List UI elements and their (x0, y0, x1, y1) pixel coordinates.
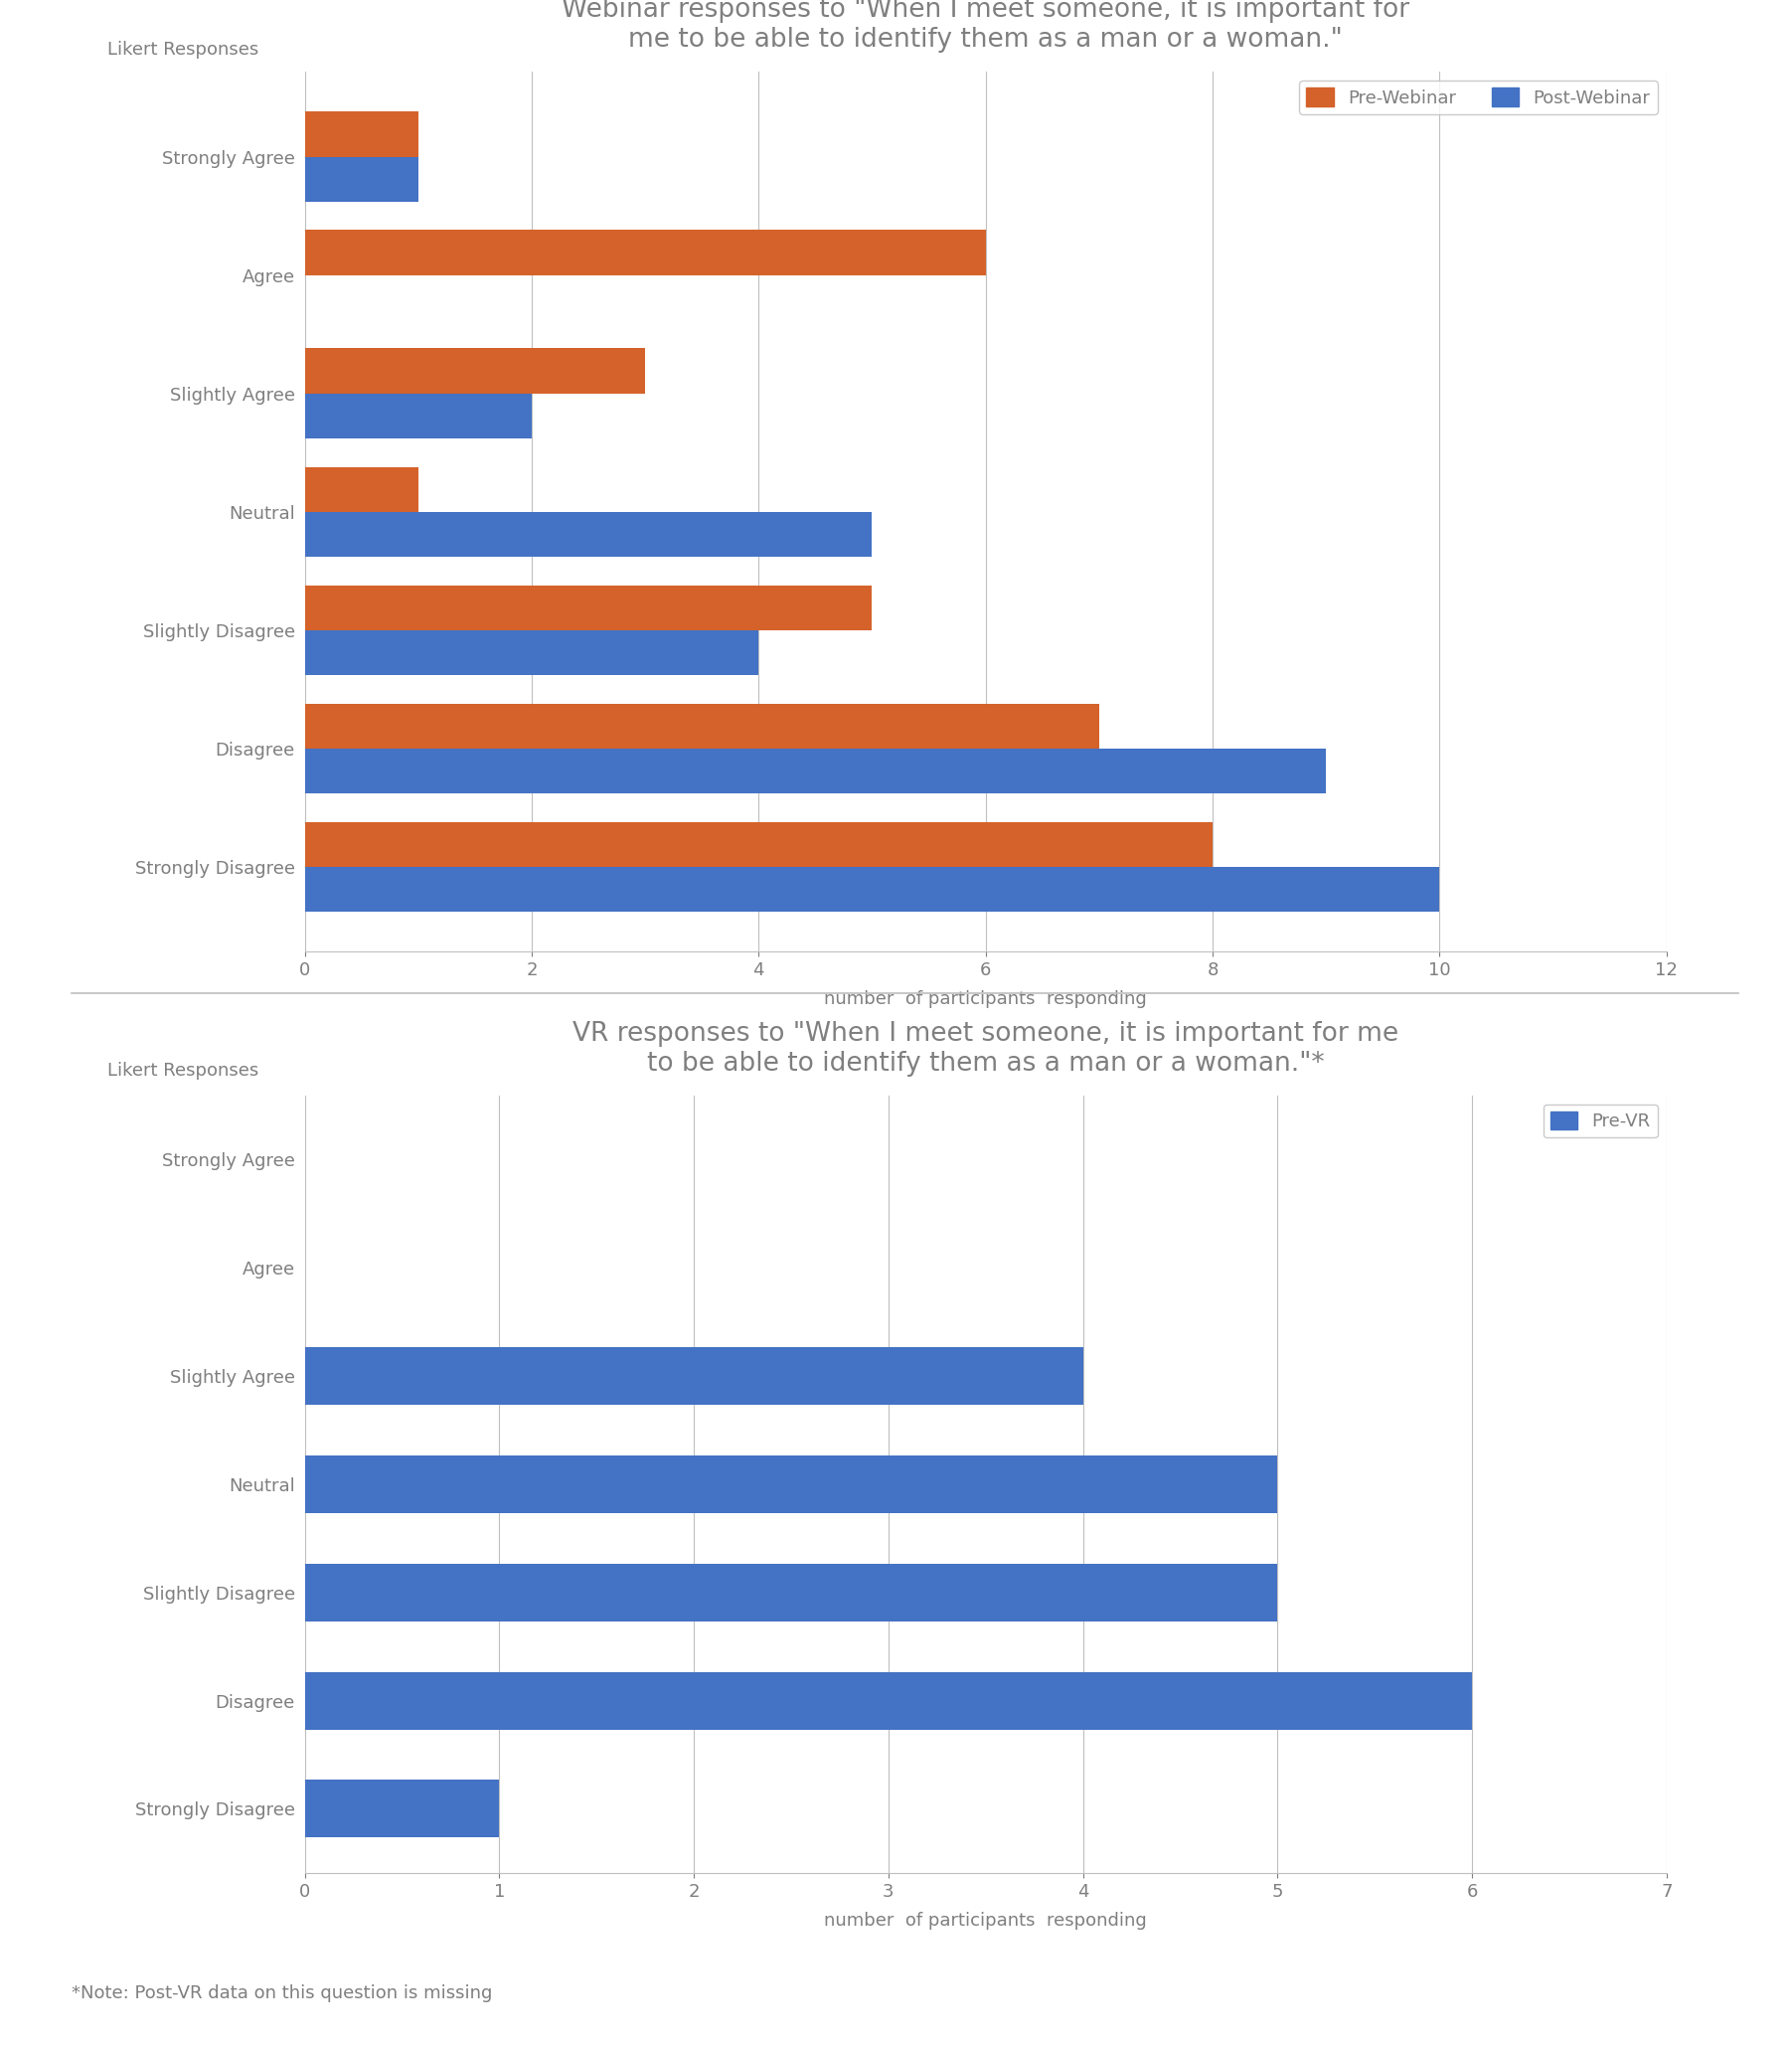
Bar (305, 585, 873, 630)
Legend: Pre-VR: Pre-VR (1543, 1103, 1658, 1138)
Bar (305, 1672, 1471, 1730)
Bar (305, 866, 1439, 911)
Bar (305, 630, 758, 676)
Title: VR responses to "When I meet someone, it is important for me
to be able to ident: VR responses to "When I meet someone, it… (573, 1021, 1398, 1077)
Bar (305, 749, 1326, 794)
Text: Likert Responses: Likert Responses (108, 41, 258, 59)
Bar (305, 1564, 1278, 1621)
Bar (305, 1781, 500, 1838)
Bar (305, 393, 532, 438)
Bar (305, 704, 1098, 749)
Bar (305, 1347, 1082, 1404)
Bar (305, 512, 873, 557)
Text: Likert Responses: Likert Responses (108, 1062, 258, 1079)
X-axis label: number  of participants  responding: number of participants responding (824, 991, 1147, 1009)
Bar (305, 467, 418, 512)
Bar (305, 158, 418, 201)
Text: *Note: Post-VR data on this question is missing: *Note: Post-VR data on this question is … (72, 1984, 493, 2002)
Legend: Pre-Webinar, Post-Webinar: Pre-Webinar, Post-Webinar (1299, 80, 1658, 115)
Bar (305, 1455, 1278, 1513)
Bar (305, 113, 418, 158)
Bar (305, 348, 645, 393)
X-axis label: number  of participants  responding: number of participants responding (824, 1912, 1147, 1930)
Title: Webinar responses to "When I meet someone, it is important for
me to be able to : Webinar responses to "When I meet someon… (561, 0, 1410, 53)
Bar (305, 229, 986, 274)
Bar (305, 823, 1213, 866)
